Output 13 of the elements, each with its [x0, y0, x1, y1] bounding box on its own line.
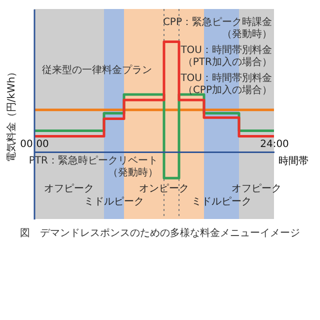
annotation: TOU：時間帯別料金（CPP加入の場合）	[180, 72, 272, 96]
annotation: TOU：時間帯別料金（PTR加入の場合）	[180, 44, 272, 68]
y-axis-title: 電気料金（円/kWh）	[6, 66, 18, 162]
text: CPP：緊急ピーク時課金（発動時）	[162, 16, 272, 40]
x-axis-title: 時間帯	[278, 155, 308, 168]
band-label: オフピーク	[44, 184, 94, 195]
text: 図 デマンドレスポンスのための多様な料金メニューイメージ	[19, 226, 301, 240]
annotation: 従来型の一律料金プラン	[42, 64, 152, 76]
band-label: ミドルピーク	[192, 196, 252, 208]
x-tick-label: 24:00	[260, 139, 289, 150]
band-label: オフピーク	[232, 184, 282, 195]
band-label: ミドルピーク	[84, 196, 144, 208]
band-label: オンピーク	[139, 184, 189, 195]
